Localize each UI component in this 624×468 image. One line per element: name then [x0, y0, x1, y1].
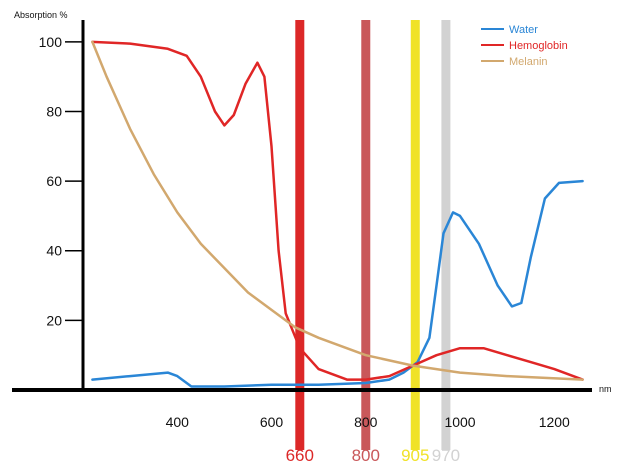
- legend-label-water: Water: [509, 24, 538, 36]
- x-tick-label-600: 600: [260, 414, 284, 430]
- legend: Water Hemoglobin Melanin: [481, 24, 568, 68]
- legend-label-melanin: Melanin: [509, 56, 548, 68]
- y-tick-label-40: 40: [46, 243, 62, 259]
- y-tick-label-60: 60: [46, 173, 62, 189]
- x-tick-label-1000: 1000: [444, 414, 475, 430]
- x-tick-label-800: 800: [354, 414, 378, 430]
- series-lines: [91, 40, 584, 388]
- band-label-660: 660: [286, 446, 314, 465]
- band-800: [361, 20, 371, 450]
- wavelength-bands: 660 800 905 970: [286, 20, 460, 465]
- band-905: [410, 20, 420, 450]
- y-tick-label-100: 100: [39, 34, 63, 50]
- band-label-800: 800: [352, 446, 380, 465]
- band-660: [295, 20, 305, 450]
- band-label-905: 905: [401, 446, 429, 465]
- y-axis-title: Absorption %: [14, 10, 68, 20]
- band-label-970: 970: [432, 446, 460, 465]
- x-tick-label-1200: 1200: [539, 414, 570, 430]
- legend-label-hemoglobin: Hemoglobin: [509, 40, 568, 52]
- series-line-water: [91, 179, 584, 388]
- y-tick-label-20: 20: [46, 312, 62, 328]
- series-line-hemoglobin: [91, 40, 584, 381]
- series-line-melanin: [91, 40, 584, 381]
- tick-labels: 20 40 60 80 100 400 600 800 1000 1200: [39, 34, 570, 430]
- y-tick-label-80: 80: [46, 103, 62, 119]
- axes: Absorption % nm: [12, 10, 612, 394]
- x-axis-title: nm: [599, 384, 612, 394]
- band-970: [441, 20, 451, 450]
- x-tick-label-400: 400: [166, 414, 190, 430]
